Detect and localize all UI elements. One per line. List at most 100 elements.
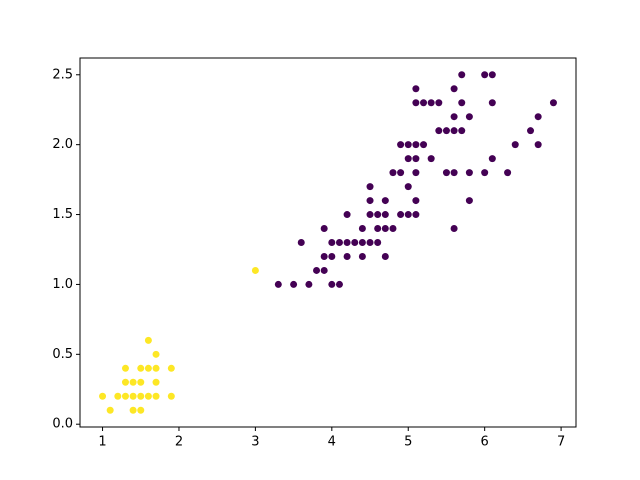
point xyxy=(351,239,359,246)
point xyxy=(144,392,152,400)
y-tick-label: 2.0 xyxy=(52,137,73,152)
point xyxy=(404,183,412,191)
point xyxy=(152,350,160,358)
point xyxy=(481,169,489,177)
point xyxy=(129,392,137,400)
point xyxy=(397,141,405,149)
point xyxy=(320,225,328,233)
point xyxy=(320,252,328,260)
point xyxy=(458,99,466,107)
point xyxy=(511,141,519,149)
point xyxy=(358,239,366,246)
point xyxy=(374,225,382,233)
point xyxy=(412,211,420,219)
y-tick-label: 1.0 xyxy=(52,277,73,292)
point xyxy=(488,155,496,163)
point xyxy=(404,155,412,163)
point xyxy=(343,239,351,246)
point xyxy=(381,211,389,219)
point xyxy=(305,280,313,288)
point xyxy=(397,169,405,177)
point xyxy=(129,406,137,414)
point xyxy=(450,127,458,135)
point xyxy=(137,392,145,400)
point xyxy=(137,378,145,386)
point xyxy=(412,197,420,205)
y-tick-label: 0.5 xyxy=(52,347,73,362)
point xyxy=(458,71,466,79)
point xyxy=(450,225,458,233)
point xyxy=(481,71,489,79)
point xyxy=(435,99,443,107)
point xyxy=(167,364,175,372)
point xyxy=(488,71,496,79)
x-tick-label: 3 xyxy=(251,435,259,450)
point xyxy=(106,406,114,414)
point xyxy=(152,392,160,400)
point xyxy=(504,169,512,177)
point xyxy=(144,336,152,344)
point xyxy=(358,252,366,260)
point xyxy=(343,252,351,260)
point xyxy=(152,364,160,372)
point xyxy=(366,211,374,219)
point xyxy=(290,280,298,288)
axes-frame xyxy=(79,57,577,428)
point xyxy=(488,99,496,107)
y-tick-label: 2.5 xyxy=(52,67,73,82)
point xyxy=(465,113,473,121)
point xyxy=(534,113,542,121)
point xyxy=(366,239,374,246)
point xyxy=(328,280,336,288)
point xyxy=(450,85,458,93)
point xyxy=(427,99,435,107)
point xyxy=(129,378,137,386)
point xyxy=(381,252,389,260)
point xyxy=(420,141,428,149)
point xyxy=(99,392,107,400)
point xyxy=(374,211,382,219)
point xyxy=(121,378,129,386)
point xyxy=(465,197,473,205)
point xyxy=(397,211,405,219)
point xyxy=(549,99,557,107)
point xyxy=(366,183,374,191)
point xyxy=(404,141,412,149)
point xyxy=(412,99,420,107)
point xyxy=(465,169,473,177)
point xyxy=(335,280,343,288)
point xyxy=(381,197,389,205)
x-tick-label: 2 xyxy=(175,435,183,450)
x-tick-label: 4 xyxy=(328,435,336,450)
y-tick-label: 0.0 xyxy=(52,417,73,432)
point xyxy=(527,127,535,135)
point xyxy=(313,266,321,274)
point xyxy=(427,155,435,163)
point xyxy=(114,392,122,400)
point xyxy=(335,239,343,246)
point xyxy=(435,127,443,135)
point xyxy=(412,85,420,93)
point xyxy=(121,364,129,372)
point xyxy=(420,99,428,107)
point xyxy=(274,280,282,288)
point xyxy=(404,211,412,219)
point xyxy=(251,266,259,274)
point xyxy=(389,169,397,177)
point xyxy=(167,392,175,400)
point xyxy=(152,378,160,386)
y-tick-label: 1.5 xyxy=(52,207,73,222)
point xyxy=(534,141,542,149)
point xyxy=(121,392,129,400)
x-tick-label: 6 xyxy=(481,435,489,450)
point xyxy=(389,225,397,233)
point xyxy=(297,239,305,246)
point xyxy=(358,225,366,233)
point xyxy=(328,239,336,246)
point xyxy=(137,364,145,372)
point xyxy=(412,169,420,177)
point xyxy=(450,169,458,177)
point xyxy=(442,127,450,135)
